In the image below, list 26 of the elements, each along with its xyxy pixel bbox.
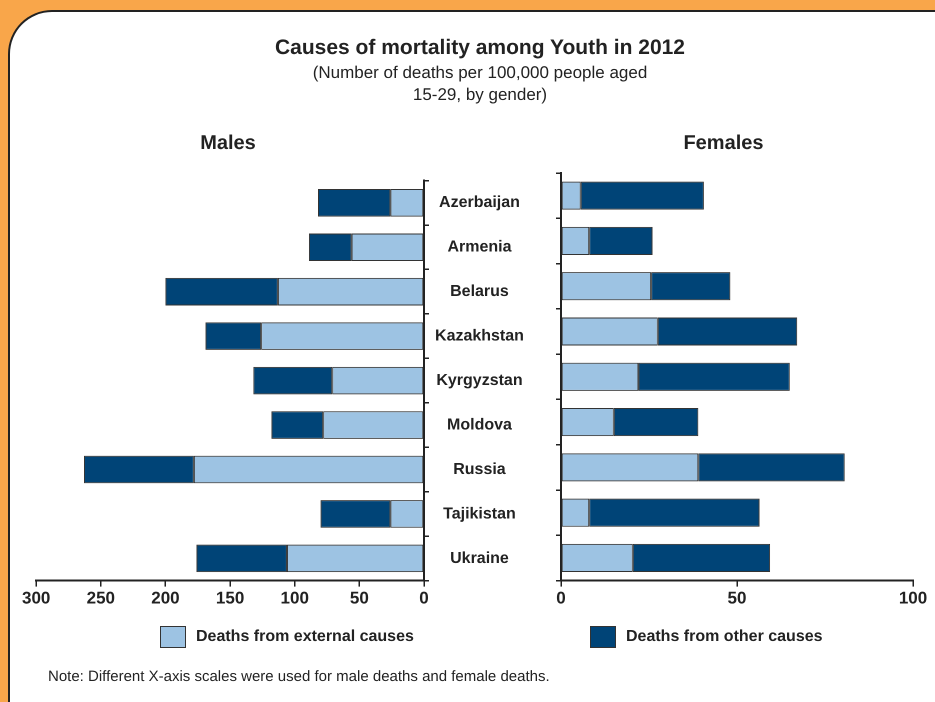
- x-tick-label: 150: [216, 588, 244, 608]
- y-tick-label: Azerbaijan: [439, 194, 520, 212]
- x-tick-label: 50: [350, 588, 369, 608]
- text: (Number of deaths per 100,000 people aged 15-29, by gender): [312, 62, 648, 106]
- x-tick-label: 0: [419, 588, 429, 608]
- y-tick-label: Armenia: [447, 238, 512, 256]
- x-tick-label: 100: [898, 588, 928, 608]
- legend-label: Deaths from external causes: [196, 628, 414, 646]
- y-tick-label: Kyrgyzstan: [436, 372, 523, 390]
- x-tick-label: 200: [151, 588, 180, 608]
- y-tick-label: Moldova: [447, 416, 512, 434]
- y-tick-label: Kazakhstan: [435, 328, 524, 345]
- y-tick-label: Tajikistan: [443, 505, 516, 522]
- chart-title: Males: [199, 132, 257, 155]
- y-tick-label: Belarus: [450, 283, 509, 300]
- y-tick-label: Russia: [453, 460, 506, 478]
- x-tick-label: 50: [728, 588, 746, 608]
- y-tick-label: Ukraine: [450, 550, 509, 567]
- text: Causes of mortality among Youth in 2012: [274, 36, 686, 60]
- x-tick-label: 0: [556, 588, 566, 608]
- x-tick-label: 250: [86, 588, 116, 608]
- text: Note: Different X-axis scales were used for male deaths and female deaths.: [48, 668, 550, 685]
- x-tick-label: 300: [22, 588, 50, 608]
- x-tick-label: 100: [280, 588, 309, 608]
- legend-label: Deaths from other causes: [626, 628, 823, 646]
- chart-title: Females: [682, 132, 765, 155]
